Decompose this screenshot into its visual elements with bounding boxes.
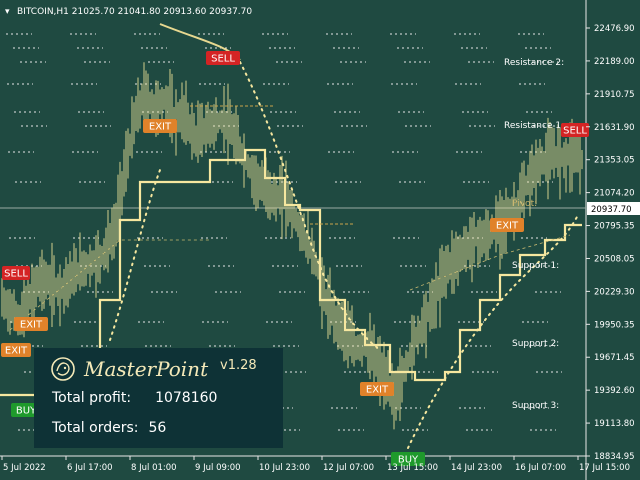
- time-tick-label: 9 Jul 09:00: [195, 463, 241, 473]
- symbol-info: BITCOIN,H1 21025.70 21041.80 20913.60 20…: [17, 7, 252, 17]
- exit-signal-badge-2[interactable]: EXIT: [490, 218, 524, 232]
- time-tick-label: 16 Jul 07:00: [515, 463, 566, 473]
- time-tick-label: 8 Jul 01:00: [131, 463, 177, 473]
- symbol-icon: ▾: [5, 7, 10, 17]
- svg-text:BUY: BUY: [398, 455, 419, 466]
- price-tick-label: 19392.60: [594, 386, 635, 396]
- total-profit-value: 1078160: [155, 390, 218, 406]
- exit-signal-badge-1[interactable]: EXIT: [143, 119, 177, 133]
- svg-text:EXIT: EXIT: [149, 122, 172, 133]
- price-tick-label: 22189.00: [594, 57, 635, 67]
- price-tick-label: 20229.30: [594, 287, 635, 297]
- current-price-tag: 20937.70: [587, 202, 640, 215]
- price-axis-labels: 22476.90 22189.00 21910.75 21631.90 21353.05…: [586, 24, 635, 462]
- total-profit-row: Total profit: 1078160: [52, 390, 217, 406]
- time-tick-label: 13 Jul 15:00: [387, 463, 438, 473]
- trade-link-2: [409, 234, 571, 291]
- brand-name: MasterPoint: [84, 357, 209, 381]
- svg-text:EXIT: EXIT: [496, 221, 519, 232]
- svg-text:EXIT: EXIT: [20, 320, 43, 331]
- svg-text:BUY: BUY: [16, 406, 37, 417]
- lion-logo-icon: [51, 357, 75, 381]
- time-tick-label: 14 Jul 23:00: [451, 463, 502, 473]
- pivot-label: Pivot:: [512, 199, 537, 209]
- time-tick-label: 5 Jul 2022: [3, 463, 46, 473]
- buy-signal-badge-1[interactable]: BUY: [11, 403, 41, 417]
- exit-signal-badge-4[interactable]: EXIT: [360, 382, 394, 396]
- price-tick-label: 21910.75: [594, 90, 635, 100]
- svg-text:EXIT: EXIT: [5, 346, 28, 357]
- candlesticks: [1, 62, 583, 430]
- price-tick-label: 21631.90: [594, 123, 635, 133]
- sell-signal-badge-2[interactable]: SELL: [561, 123, 589, 137]
- price-tick-label: 22476.90: [594, 24, 635, 34]
- exit-signal-badge-3[interactable]: EXIT: [14, 317, 48, 331]
- resistance-2-label: Resistance 2:: [504, 58, 564, 68]
- trend-dotted-line-2: [407, 214, 579, 449]
- pivot-level-lines: [6, 33, 562, 431]
- brand: MasterPoint: [50, 354, 208, 384]
- total-orders-value: 56: [148, 420, 167, 436]
- price-tick-label: 19671.45: [594, 353, 635, 363]
- sell-signal-badge-3[interactable]: SELL: [2, 266, 30, 280]
- time-tick-label: 12 Jul 07:00: [323, 463, 374, 473]
- total-profit-label: Total profit:: [52, 390, 132, 406]
- resistance-1-label: Resistance 1:: [504, 121, 564, 131]
- time-tick-label: 6 Jul 17:00: [67, 463, 113, 473]
- sell-signal-badge-1[interactable]: SELL: [206, 51, 240, 65]
- masterpoint-info-panel: MasterPoint v1.28 Total profit: 1078160 T…: [34, 348, 283, 448]
- price-tick-label: 21074.20: [594, 189, 635, 199]
- support-1-label: Support 1:: [512, 261, 559, 271]
- trend-band-line: [0, 148, 582, 397]
- price-tick-label: 19113.80: [594, 419, 635, 429]
- current-price-text: 20937.70: [591, 205, 632, 215]
- svg-text:EXIT: EXIT: [366, 385, 389, 396]
- price-tick-label: 19950.35: [594, 320, 635, 330]
- total-orders-label: Total orders:: [52, 420, 139, 436]
- time-tick-label: 17 Jul 15:00: [579, 463, 630, 473]
- version-label: v1.28: [220, 358, 257, 373]
- time-axis-labels: 5 Jul 2022 6 Jul 17:00 8 Jul 01:00 9 Jul 09…: [1, 456, 630, 473]
- svg-text:SELL: SELL: [563, 126, 587, 137]
- support-3-label: Support 3:: [512, 401, 559, 411]
- price-tick-label: 18834.95: [594, 452, 635, 462]
- support-2-label: Support 2:: [512, 339, 559, 349]
- time-tick-label: 10 Jul 23:00: [259, 463, 310, 473]
- svg-text:SELL: SELL: [4, 269, 28, 280]
- sell-signal-text: SELL: [211, 54, 235, 65]
- total-orders-row: Total orders: 56: [52, 420, 166, 436]
- price-tick-label: 20508.05: [594, 254, 635, 264]
- price-tick-label: 20795.35: [594, 222, 635, 232]
- buy-signal-badge-2[interactable]: BUY: [391, 452, 425, 466]
- price-tick-label: 21353.05: [594, 156, 635, 166]
- exit-signal-badge-5[interactable]: EXIT: [1, 343, 31, 357]
